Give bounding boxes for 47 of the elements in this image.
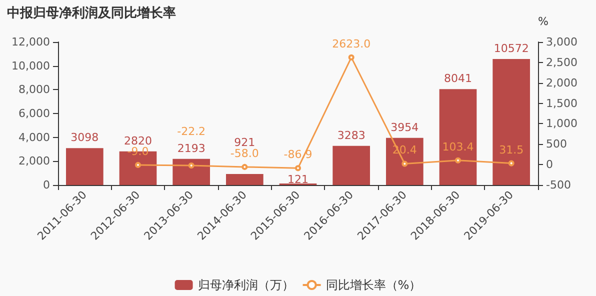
- bar: [492, 59, 530, 185]
- bar: [66, 148, 104, 185]
- y-tick-label: 8,000: [18, 83, 50, 96]
- data-label: 921: [234, 136, 256, 149]
- point: [402, 160, 408, 167]
- data-label: -58.0: [230, 146, 259, 160]
- point: [242, 164, 248, 170]
- y-tick-label: 4,000: [18, 130, 50, 144]
- data-label: 2193: [177, 142, 206, 155]
- data-label: 3283: [337, 128, 366, 142]
- data-label: 3954: [390, 120, 419, 134]
- y-tick-label: 10,000: [12, 59, 50, 72]
- y-tick-label: 0: [43, 178, 50, 192]
- data-label: 121: [288, 173, 308, 186]
- point: [188, 162, 194, 168]
- y2-tick-label: -500: [546, 178, 571, 192]
- data-label: 8041: [444, 72, 472, 86]
- data-label: 10572: [494, 42, 529, 56]
- y2-tick-label: 0: [546, 158, 553, 172]
- bar: [172, 158, 210, 185]
- y2-axis-title: %: [538, 15, 548, 28]
- y2-tick-label: 1,000: [546, 117, 578, 130]
- data-label: -22.2: [177, 124, 206, 138]
- bar: [226, 174, 264, 185]
- y2-tick-label: 1,500: [546, 96, 578, 110]
- y2-tick-label: 2,000: [546, 76, 578, 90]
- point: [508, 160, 514, 166]
- y-tick-label: 12,000: [12, 36, 50, 48]
- point: [348, 54, 354, 60]
- bar: [439, 89, 477, 185]
- legend-label: 归母净利润（万）: [198, 278, 294, 292]
- y2-tick-label: 2,500: [546, 56, 578, 69]
- point: [135, 162, 141, 168]
- bar: [332, 146, 370, 185]
- data-label: 31.5: [499, 143, 524, 156]
- y2-tick-label: 500: [546, 138, 567, 151]
- point: [455, 157, 461, 164]
- y2-tick-label: 3,000: [546, 36, 578, 48]
- data-label: 2623.0: [332, 37, 371, 50]
- y-tick-label: 6,000: [18, 107, 50, 120]
- y-tick-label: 2,000: [18, 154, 50, 168]
- data-label: 2820: [124, 134, 152, 148]
- point: [295, 165, 301, 172]
- data-label: 3098: [70, 131, 99, 144]
- chart-title: 中报归母净利润及同比增长率: [7, 5, 176, 21]
- data-label: 103.4: [442, 140, 474, 154]
- legend-label: 同比增长率（%）: [326, 278, 422, 292]
